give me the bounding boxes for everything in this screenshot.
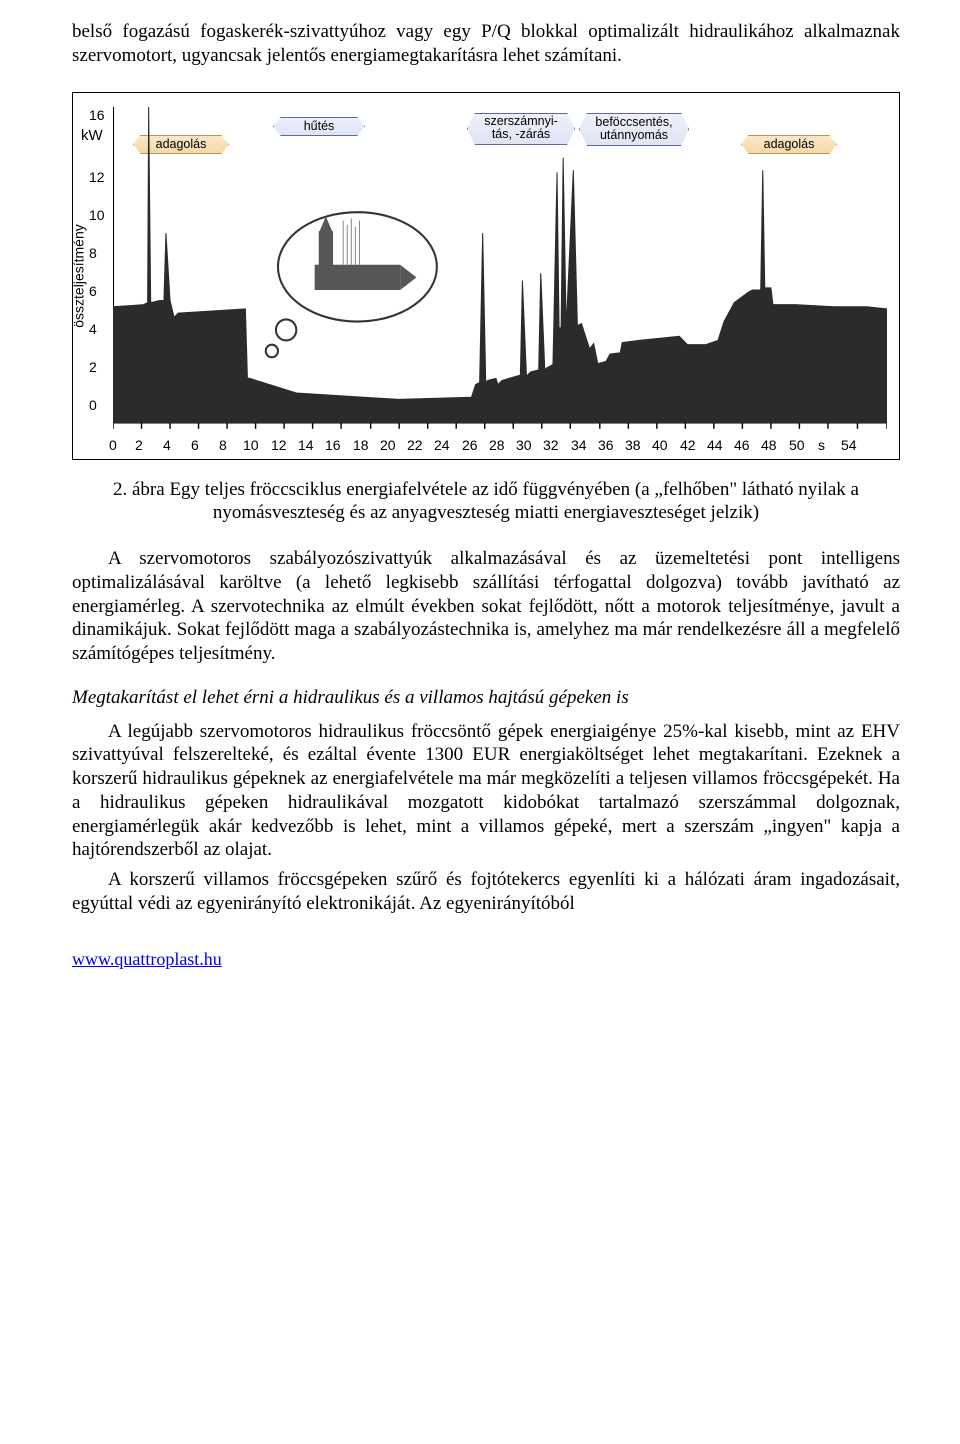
xtick: 6 xyxy=(191,437,199,455)
xtick: 46 xyxy=(734,437,750,455)
ytick: 12 xyxy=(89,169,105,187)
xtick: 40 xyxy=(652,437,668,455)
chart-area: kW adagolás hűtés szerszámnyi-tás, -zárá… xyxy=(113,107,887,433)
xtick: 30 xyxy=(516,437,532,455)
xtick: 32 xyxy=(543,437,559,455)
paragraph-2: A szervomotoros szabályozószivattyúk alk… xyxy=(72,547,900,666)
figure-caption: 2. ábra Egy teljes fröccsciklus energiaf… xyxy=(112,478,860,526)
kw-unit: kW xyxy=(81,127,103,146)
paragraph-4: A korszerű villamos fröccsgépeken szűrő … xyxy=(72,868,900,916)
xtick: 50 xyxy=(789,437,805,455)
xtick: 34 xyxy=(571,437,587,455)
ytick: 0 xyxy=(89,397,97,415)
xtick: 24 xyxy=(434,437,450,455)
xtick: 18 xyxy=(353,437,369,455)
xtick: s xyxy=(818,437,825,455)
xtick: 14 xyxy=(298,437,314,455)
y-axis-label: összteljesítmény xyxy=(70,224,88,327)
xtick: 48 xyxy=(761,437,777,455)
subheading: Megtakarítást el lehet érni a hidrauliku… xyxy=(72,686,900,710)
xtick: 26 xyxy=(462,437,478,455)
xtick: 20 xyxy=(380,437,396,455)
xtick: 16 xyxy=(325,437,341,455)
ytick: 4 xyxy=(89,321,97,339)
ytick: 10 xyxy=(89,207,105,225)
xtick: 28 xyxy=(489,437,505,455)
xtick: 42 xyxy=(680,437,696,455)
xtick: 54 xyxy=(841,437,857,455)
xtick: 0 xyxy=(109,437,117,455)
xtick: 22 xyxy=(407,437,423,455)
xtick: 12 xyxy=(271,437,287,455)
intro-paragraph: belső fogazású fogaskerék-szivattyúhoz v… xyxy=(72,20,900,68)
power-chart xyxy=(113,107,887,433)
figure-container: összteljesítmény kW adagolás hűtés szers… xyxy=(72,92,900,460)
xtick: 36 xyxy=(598,437,614,455)
xtick: 10 xyxy=(243,437,259,455)
footer-link[interactable]: www.quattroplast.hu xyxy=(72,948,222,971)
xtick: 38 xyxy=(625,437,641,455)
paragraph-3: A legújabb szervomotoros hidraulikus frö… xyxy=(72,720,900,863)
ytick: 8 xyxy=(89,245,97,263)
ytick: 16 xyxy=(89,107,105,125)
ytick: 6 xyxy=(89,283,97,301)
xtick: 2 xyxy=(135,437,143,455)
xtick: 4 xyxy=(163,437,171,455)
xtick: 8 xyxy=(219,437,227,455)
ytick: 2 xyxy=(89,359,97,377)
xtick: 44 xyxy=(707,437,723,455)
